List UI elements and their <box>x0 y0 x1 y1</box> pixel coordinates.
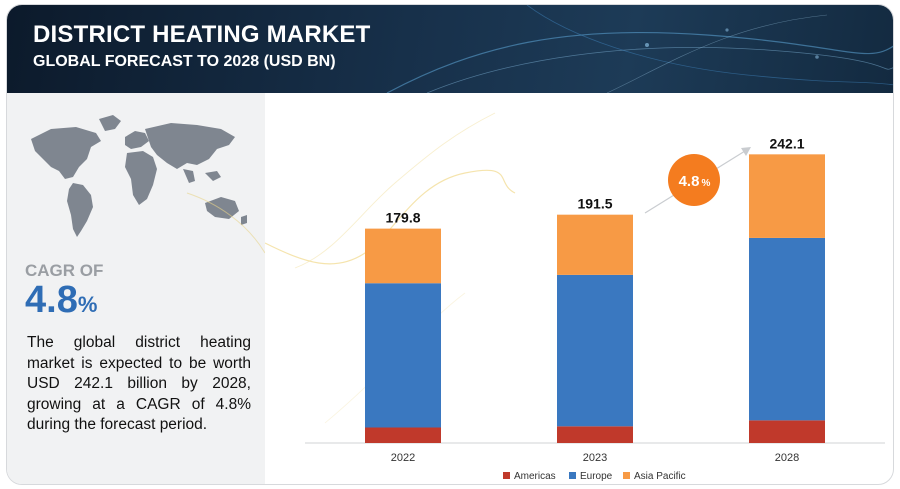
cagr-value: 4.8% <box>25 279 97 322</box>
bar-2028-asia-pacific <box>749 154 825 238</box>
legend-label-americas: Americas <box>514 471 556 482</box>
bar-2023-americas <box>557 426 633 443</box>
left-panel: CAGR OF 4.8% The global district heating… <box>7 93 265 484</box>
page-subtitle: GLOBAL FORECAST TO 2028 (USD BN) <box>33 53 336 70</box>
bar-2022-asia-pacific <box>365 228 441 284</box>
left-decor-curve <box>186 192 265 254</box>
bar-2023-asia-pacific <box>557 214 633 275</box>
cagr-label: CAGR OF <box>25 261 104 280</box>
total-label-2022: 179.8 <box>385 210 420 226</box>
header-background-art <box>386 5 893 93</box>
world-map-icon <box>31 115 247 237</box>
x-tick-2028: 2028 <box>775 452 799 464</box>
cagr-percent: % <box>77 292 98 317</box>
x-tick-2022: 2022 <box>391 452 415 464</box>
page-title: DISTRICT HEATING MARKET <box>33 21 371 48</box>
total-label-2023: 191.5 <box>577 196 612 212</box>
header-banner: DISTRICT HEATING MARKET GLOBAL FORECAST … <box>7 5 893 93</box>
stacked-bar-chart: 179.8 191.5 242.1 2022 2023 2028 4.8 % Ameri… <box>265 112 885 482</box>
x-tick-2023: 2023 <box>583 452 607 464</box>
bar-2022-europe <box>365 283 441 428</box>
bar-2023-europe <box>557 274 633 427</box>
market-description: The global district heating market is ex… <box>27 334 251 433</box>
legend-label-asia-pacific: Asia Pacific <box>634 471 686 482</box>
cagr-badge-percent: % <box>702 178 711 189</box>
infographic-frame: DISTRICT HEATING MARKET GLOBAL FORECAST … <box>6 4 894 485</box>
legend-label-europe: Europe <box>580 471 613 482</box>
bar-2028-americas <box>749 420 825 443</box>
cagr-badge: 4.8 % <box>668 154 720 206</box>
legend-swatch-americas <box>503 472 510 479</box>
legend-swatch-europe <box>569 472 576 479</box>
bar-2022-americas <box>365 427 441 443</box>
cagr-badge-number: 4.8 <box>679 173 700 190</box>
chart-legend: Americas Europe Asia Pacific <box>503 471 686 482</box>
total-label-2028: 242.1 <box>769 135 804 151</box>
cagr-number: 4.8 <box>25 279 78 321</box>
legend-swatch-asia-pacific <box>623 472 630 479</box>
bar-2028-europe <box>749 237 825 421</box>
